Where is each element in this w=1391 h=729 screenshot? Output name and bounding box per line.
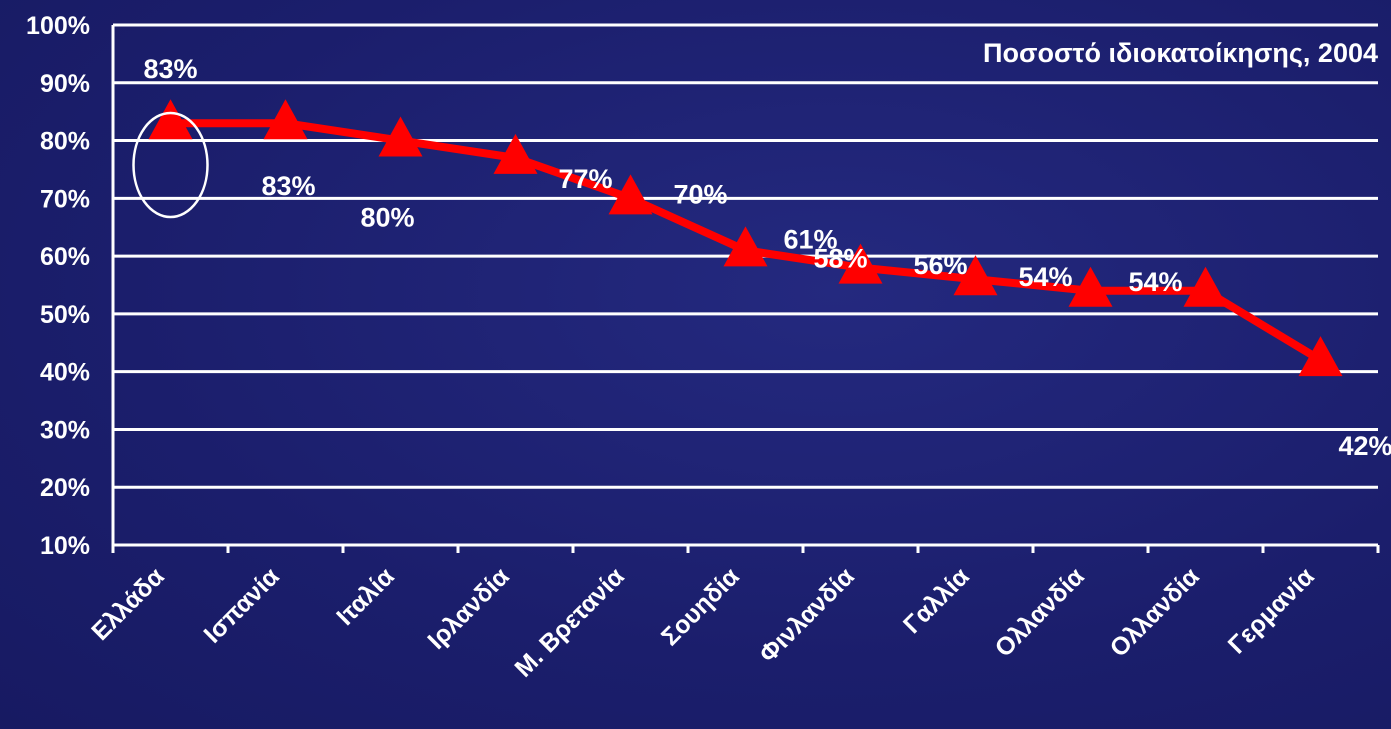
y-tick-label: 90% xyxy=(40,70,90,98)
y-tick-label: 70% xyxy=(40,185,90,213)
data-point-marker xyxy=(263,99,308,140)
highlight-circle xyxy=(132,111,209,219)
x-category-label: Ισπανία xyxy=(198,562,285,649)
data-label: 83% xyxy=(261,171,315,201)
label-layer: 83% 83% 80% 77% 70% 61%58% 56% 54% 54% 42% xyxy=(143,54,1391,461)
data-point-marker xyxy=(1068,266,1113,307)
y-tick-label: 40% xyxy=(40,359,90,387)
data-point-marker xyxy=(378,116,423,157)
series-layer xyxy=(132,99,1343,377)
data-point-marker xyxy=(953,255,998,296)
data-label: 61% xyxy=(783,224,837,254)
x-category-label: Γαλλία xyxy=(898,562,975,639)
y-tick-label: 60% xyxy=(40,243,90,271)
data-label: 58% xyxy=(813,244,867,274)
x-category-label: Μ. Βρετανία xyxy=(509,562,630,683)
data-point-marker xyxy=(1298,336,1343,377)
data-label: 83% xyxy=(143,54,197,84)
data-label: 70% xyxy=(673,179,727,209)
axis-layer: 10% 20% 30% 40% 50% 60% 70% 80% 90% 100% Ελλάδα Ισπ… xyxy=(26,12,1380,683)
x-category-label: Φινλανδία xyxy=(754,562,860,668)
y-tick-label: 100% xyxy=(26,12,90,40)
data-point-marker xyxy=(1183,266,1228,307)
y-tick-label: 30% xyxy=(40,416,90,444)
data-label: 54% xyxy=(1128,267,1182,297)
y-tick-label: 80% xyxy=(40,128,90,156)
x-category-label: Ιταλία xyxy=(331,562,400,631)
x-category-label: Σουηδία xyxy=(656,562,745,651)
x-category-label: Ελλάδα xyxy=(86,562,170,646)
data-label: 77% xyxy=(558,164,612,194)
data-point-marker xyxy=(608,174,653,215)
data-label: 54% xyxy=(1018,262,1072,292)
data-point-marker xyxy=(723,226,768,267)
x-category-label: Γερμανία xyxy=(1223,562,1320,659)
chart-title: Ποσοστό ιδιοκατοίκησης, 2004 xyxy=(983,38,1378,68)
x-category-label: Ιρλανδία xyxy=(422,562,515,655)
data-point-marker xyxy=(493,133,538,174)
data-point-marker xyxy=(148,99,193,140)
x-category-label: Ολλανδία xyxy=(990,562,1091,663)
data-label: 56% xyxy=(913,250,967,280)
data-label: 80% xyxy=(360,203,414,233)
data-point-marker xyxy=(838,243,883,284)
y-tick-label: 20% xyxy=(40,474,90,502)
x-category-label: Ολλανδία xyxy=(1105,562,1206,663)
data-label: 42% xyxy=(1338,431,1391,461)
y-tick-label: 10% xyxy=(40,532,90,560)
y-tick-label: 50% xyxy=(40,301,90,329)
